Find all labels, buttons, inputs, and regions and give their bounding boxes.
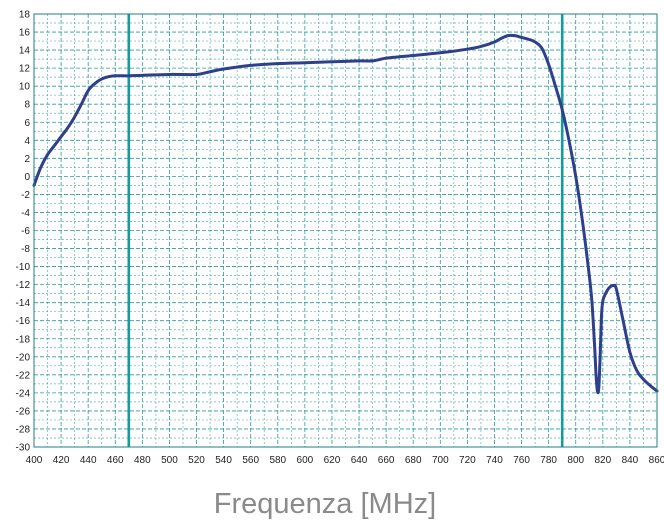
y-tick-label: -8 xyxy=(21,244,30,255)
x-tick-label: 740 xyxy=(486,455,503,466)
x-tick-labels: 400 420 440 460 480 500 520 540 560 580 600 620 640 6… xyxy=(26,455,664,466)
plot-frame xyxy=(33,13,658,448)
x-tick-label: 820 xyxy=(594,455,611,466)
y-tick-label: -26 xyxy=(16,406,31,417)
y-tick-labels: 18 16 14 12 10 8 6 4 2 0 -2 -4 -6 -8 -10 -12 -14 -16 -18 -2… xyxy=(16,10,31,454)
y-tick-label: 0 xyxy=(24,172,30,183)
x-tick-label: 640 xyxy=(351,455,368,466)
x-tick-label: 420 xyxy=(53,455,70,466)
x-tick-label: 620 xyxy=(324,455,341,466)
x-tick-label: 800 xyxy=(567,455,584,466)
y-tick-label: -30 xyxy=(16,443,31,454)
y-tick-label: -18 xyxy=(16,334,31,345)
x-tick-label: 720 xyxy=(459,455,476,466)
x-tick-label: 500 xyxy=(161,455,178,466)
y-tick-label: 4 xyxy=(24,136,30,147)
x-tick-label: 660 xyxy=(378,455,395,466)
x-tick-label: 560 xyxy=(242,455,259,466)
y-tick-label: -2 xyxy=(21,190,30,201)
y-tick-label: -6 xyxy=(21,226,30,237)
y-tick-label: -14 xyxy=(16,298,31,309)
y-tick-label: -16 xyxy=(16,316,31,327)
series-line xyxy=(32,33,659,395)
x-tick-label: 540 xyxy=(215,455,232,466)
y-tick-label: 2 xyxy=(24,154,30,165)
x-tick-label: 440 xyxy=(80,455,97,466)
y-tick-label: -22 xyxy=(16,370,31,381)
x-tick-label: 840 xyxy=(622,455,639,466)
y-tick-label: 16 xyxy=(19,28,31,39)
y-tick-label: -12 xyxy=(16,280,31,291)
x-tick-label: 600 xyxy=(297,455,314,466)
x-tick-label: 780 xyxy=(540,455,557,466)
x-tick-label: 520 xyxy=(188,455,205,466)
x-tick-label: 460 xyxy=(107,455,124,466)
y-tick-label: -4 xyxy=(21,208,30,219)
y-tick-label: 10 xyxy=(19,82,31,93)
x-tick-label: 480 xyxy=(134,455,151,466)
x-tick-label: 580 xyxy=(269,455,286,466)
y-tick-label: 6 xyxy=(24,118,30,129)
x-tick-label: 860 xyxy=(649,455,664,466)
y-tick-label: -20 xyxy=(16,352,31,363)
x-tick-label: 700 xyxy=(432,455,449,466)
band-markers xyxy=(127,14,564,447)
y-tick-label: 12 xyxy=(19,64,31,75)
y-tick-label: -28 xyxy=(16,424,31,435)
x-tick-label: 680 xyxy=(405,455,422,466)
x-tick-label: 400 xyxy=(26,455,43,466)
y-tick-label: -10 xyxy=(16,262,31,273)
x-tick-label: 760 xyxy=(513,455,530,466)
x-axis-label: Frequenza [MHz] xyxy=(214,488,436,520)
y-tick-label: 8 xyxy=(24,100,30,111)
y-tick-label: 14 xyxy=(19,46,31,57)
y-tick-label: -24 xyxy=(16,388,31,399)
y-tick-label: 18 xyxy=(19,10,31,21)
series-group xyxy=(32,33,659,395)
